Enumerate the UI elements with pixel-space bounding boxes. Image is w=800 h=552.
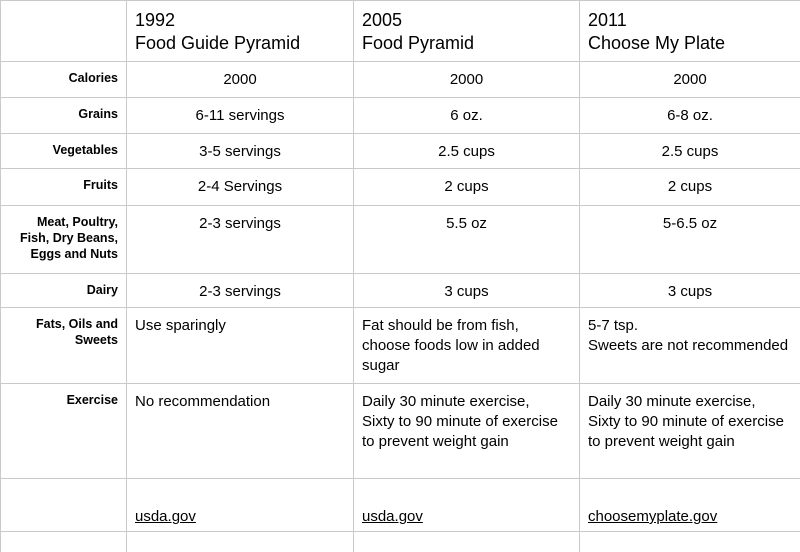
table-cell <box>126 531 354 552</box>
table-cell: usda.gov <box>126 478 354 532</box>
corner-cell <box>0 0 127 62</box>
table-cell: 2 cups <box>353 168 580 206</box>
link-choosemyplate-gov-2011[interactable]: choosemyplate.gov <box>588 508 718 525</box>
table-row-meat-poultry-fish: Meat, Poultry, Fish, Dry Beans, Eggs and… <box>0 205 800 274</box>
table-row-vegetables: Vegetables 3-5 servings 2.5 cups 2.5 cup… <box>0 133 800 169</box>
table-cell: choosemyplate.gov <box>579 478 800 532</box>
table-cell: 3-5 servings <box>126 133 354 169</box>
table-cell: No recommendation <box>126 383 354 479</box>
row-label-sources <box>0 478 127 532</box>
table-cell <box>353 531 580 552</box>
table-row-sources: usda.gov usda.gov choosemyplate.gov <box>0 478 800 532</box>
table-row-calories: Calories 2000 2000 2000 <box>0 61 800 98</box>
table-cell: 2000 <box>126 61 354 98</box>
table-cell: 2000 <box>353 61 580 98</box>
table-row-fruits: Fruits 2-4 Servings 2 cups 2 cups <box>0 168 800 206</box>
table-cell: usda.gov <box>353 478 580 532</box>
row-label-calories: Calories <box>0 61 127 98</box>
row-label-fats-oils-sweets: Fats, Oils and Sweets <box>0 307 127 384</box>
row-label-dairy: Dairy <box>0 273 127 308</box>
table-row-dairy: Dairy 2-3 servings 3 cups 3 cups <box>0 273 800 308</box>
table-cell: 2-4 Servings <box>126 168 354 206</box>
table-cell: 2-3 servings <box>126 273 354 308</box>
header-row: 1992 Food Guide Pyramid 2005 Food Pyrami… <box>0 0 800 62</box>
link-usda-gov-1992[interactable]: usda.gov <box>135 508 196 525</box>
table-cell: 2000 <box>579 61 800 98</box>
column-header-2005-food-pyramid: 2005 Food Pyramid <box>353 0 580 62</box>
table-cell: 3 cups <box>579 273 800 308</box>
row-label-meat-poultry-fish: Meat, Poultry, Fish, Dry Beans, Eggs and… <box>0 205 127 274</box>
table-cell: 2-3 servings <box>126 205 354 274</box>
row-label-vegetables: Vegetables <box>0 133 127 169</box>
row-label-fruits: Fruits <box>0 168 127 206</box>
link-usda-gov-2005[interactable]: usda.gov <box>362 508 423 525</box>
table-row-grains: Grains 6-11 servings 6 oz. 6-8 oz. <box>0 97 800 134</box>
row-label-grains: Grains <box>0 97 127 134</box>
column-header-2011-choose-my-plate: 2011 Choose My Plate <box>579 0 800 62</box>
table-cell: Daily 30 minute exercise, Sixty to 90 mi… <box>579 383 800 479</box>
table-cell: Fat should be from fish, choose foods lo… <box>353 307 580 384</box>
table-cell: Use sparingly <box>126 307 354 384</box>
table-cell: 2 cups <box>579 168 800 206</box>
table-cell: 5.5 oz <box>353 205 580 274</box>
table-cell: 6 oz. <box>353 97 580 134</box>
table-cell <box>579 531 800 552</box>
row-label-empty <box>0 531 127 552</box>
table-cell: 6-8 oz. <box>579 97 800 134</box>
table-cell: 2.5 cups <box>353 133 580 169</box>
table-row-exercise: Exercise No recommendation Daily 30 minu… <box>0 383 800 479</box>
table-cell: 5-6.5 oz <box>579 205 800 274</box>
table-cell: 2.5 cups <box>579 133 800 169</box>
table-cell: 5-7 tsp. Sweets are not recommended <box>579 307 800 384</box>
table-cell: 6-11 servings <box>126 97 354 134</box>
table-row-fats-oils-sweets: Fats, Oils and Sweets Use sparingly Fat … <box>0 307 800 384</box>
table-row-empty <box>0 531 800 552</box>
table-cell: Daily 30 minute exercise, Sixty to 90 mi… <box>353 383 580 479</box>
row-label-exercise: Exercise <box>0 383 127 479</box>
table-cell: 3 cups <box>353 273 580 308</box>
column-header-1992-food-guide-pyramid: 1992 Food Guide Pyramid <box>126 0 354 62</box>
